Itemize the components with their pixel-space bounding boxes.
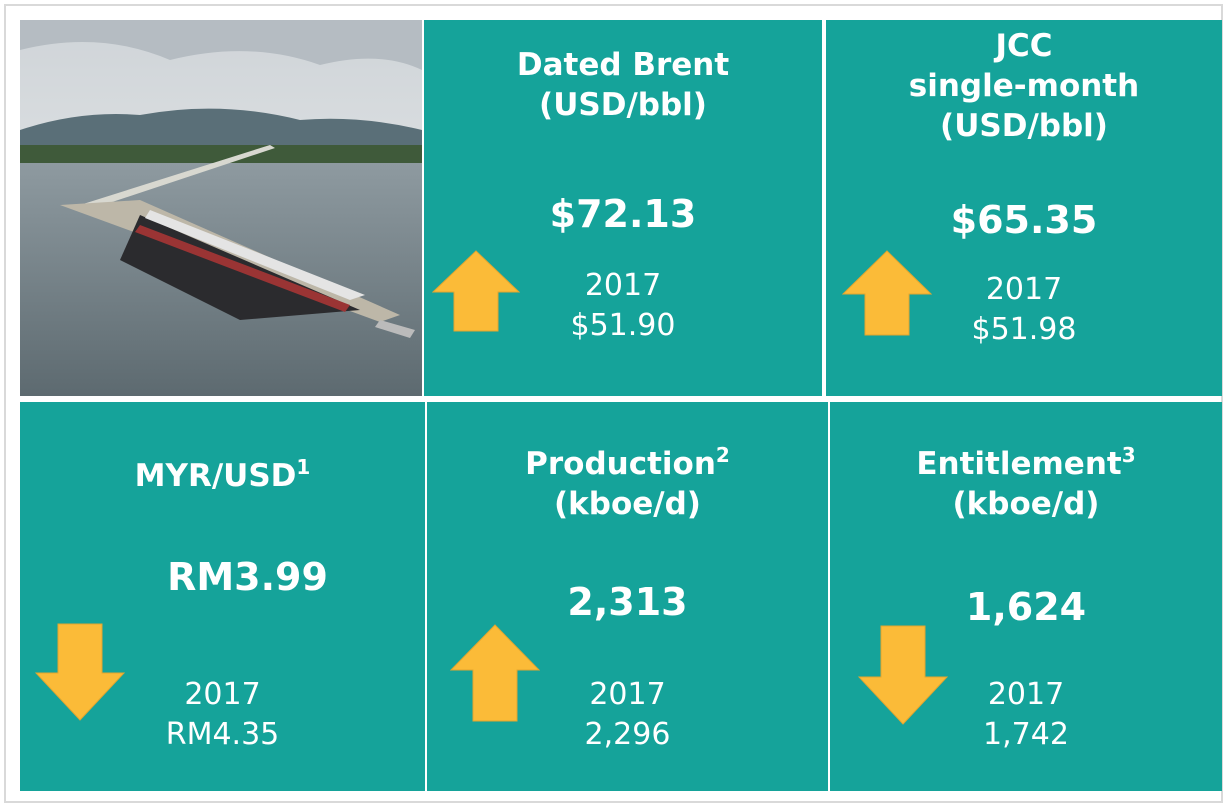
prior-value: 2,296	[427, 717, 828, 752]
title-line: (kboe/d)	[830, 484, 1222, 524]
page: Dated Brent(USD/bbl) $72.13 2017 $51.90 …	[0, 0, 1227, 807]
value: 2,313	[427, 580, 828, 624]
title-line: (kboe/d)	[427, 484, 828, 524]
title-line: Production	[525, 446, 716, 482]
prior-value: RM4.35	[20, 717, 425, 752]
title-line: (USD/bbl)	[826, 106, 1222, 146]
footnote-mark: 1	[296, 455, 310, 479]
tile-title: Entitlement3 (kboe/d)	[830, 444, 1222, 524]
value: 1,624	[830, 585, 1222, 629]
tile-title: Dated Brent(USD/bbl)	[424, 45, 822, 125]
up-arrow	[450, 624, 540, 722]
up-arrow	[432, 250, 520, 332]
tile-title: Production2 (kboe/d)	[427, 444, 828, 524]
value: RM3.99	[20, 555, 425, 599]
tile: Entitlement3(kboe/d) 1,624 2017 1,742	[830, 402, 1222, 791]
title-line: single-month	[826, 66, 1222, 106]
tile-title: MYR/USD1	[20, 456, 425, 496]
value: $72.13	[424, 192, 822, 236]
up-arrow	[842, 250, 932, 336]
down-arrow	[858, 625, 948, 725]
title-line: MYR/USD	[135, 458, 297, 494]
value: $65.35	[826, 198, 1222, 242]
tile: Production2(kboe/d) 2,313 2017 2,296	[427, 402, 828, 791]
title-line: Entitlement	[916, 446, 1121, 482]
down-arrow	[35, 623, 125, 721]
tile: Dated Brent(USD/bbl) $72.13 2017 $51.90	[424, 20, 822, 396]
tile: MYR/USD1 RM3.99 2017 RM4.35	[20, 402, 425, 791]
photo	[20, 20, 422, 396]
title-line: Dated Brent	[424, 45, 822, 85]
footnote-mark: 3	[1122, 443, 1136, 467]
title-line: JCC	[826, 26, 1222, 66]
footnote-mark: 2	[716, 443, 730, 467]
title-line: (USD/bbl)	[424, 85, 822, 125]
